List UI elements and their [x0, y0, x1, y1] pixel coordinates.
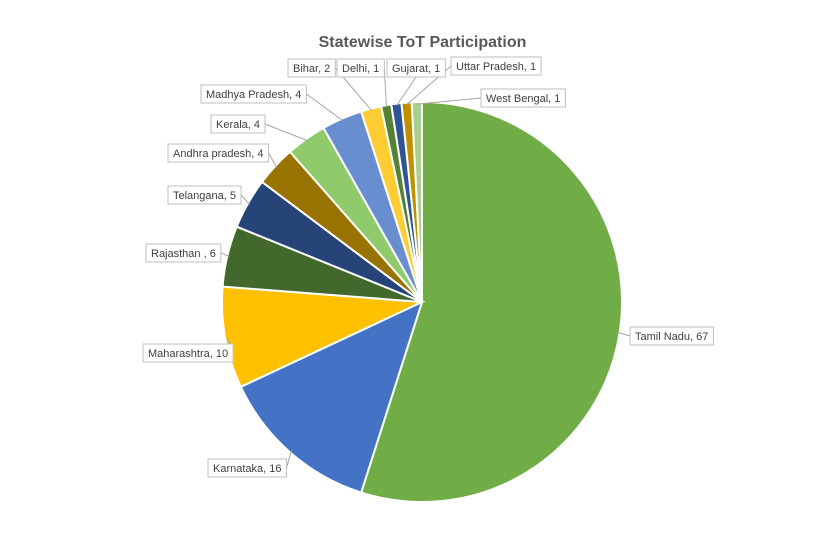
data-label-text: Telangana, 5 — [173, 190, 236, 202]
data-label-maharashtra: Maharashtra, 10 — [142, 343, 234, 363]
data-label-text: Kerala, 4 — [216, 119, 260, 131]
data-labels-layer: Tamil Nadu, 67 Karnataka, 16 Maharashtra, … — [142, 56, 714, 478]
data-label-text: Madhya Pradesh, 4 — [206, 89, 301, 101]
data-label-karnataka: Karnataka, 16 — [207, 458, 287, 478]
data-label-madhya-pradesh: Madhya Pradesh, 4 — [200, 84, 307, 104]
data-label-text: Tamil Nadu, 67 — [635, 331, 708, 343]
data-label-text: Uttar Pradesh, 1 — [456, 61, 536, 73]
data-label-kerala: Kerala, 4 — [210, 114, 266, 134]
leader-line — [416, 97, 482, 105]
data-label-tamil-nadu: Tamil Nadu, 67 — [629, 326, 714, 346]
data-label-text: Maharashtra, 10 — [148, 348, 228, 360]
leader-line — [240, 194, 251, 205]
data-label-text: West Bengal, 1 — [486, 93, 560, 105]
data-label-text: Karnataka, 16 — [213, 463, 282, 475]
leader-line — [268, 152, 278, 168]
chart-title: Statewise ToT Participation — [318, 34, 527, 51]
pie-slice-west-bengal — [410, 100, 423, 303]
data-label-text: Bihar, 2 — [293, 63, 330, 75]
data-label-text: Rajasthan , 6 — [151, 248, 216, 260]
leader-line — [306, 93, 344, 121]
leader-line — [286, 450, 292, 469]
data-label-delhi: Delhi, 1 — [336, 58, 385, 78]
data-label-text: Gujarat, 1 — [392, 63, 440, 75]
data-label-telangana: Telangana, 5 — [167, 185, 242, 205]
pie-slice-karnataka — [239, 300, 424, 494]
pie-slice-maharashtra — [221, 285, 426, 389]
leader-line — [396, 76, 417, 106]
leader-line — [220, 252, 230, 257]
data-label-west-bengal: West Bengal, 1 — [480, 88, 566, 108]
slices-layer — [221, 100, 623, 503]
leader-line — [617, 331, 631, 337]
leader-line — [264, 123, 308, 142]
data-label-rajasthan: Rajasthan , 6 — [145, 243, 222, 263]
data-label-uttar-pradesh: Uttar Pradesh, 1 — [450, 56, 542, 76]
data-label-bihar: Bihar, 2 — [287, 58, 336, 78]
data-label-text: Delhi, 1 — [342, 63, 379, 75]
data-label-text: Andhra pradesh, 4 — [173, 148, 264, 160]
data-label-andhra-pradesh: Andhra pradesh, 4 — [167, 143, 270, 163]
data-label-gujarat: Gujarat, 1 — [386, 58, 446, 78]
